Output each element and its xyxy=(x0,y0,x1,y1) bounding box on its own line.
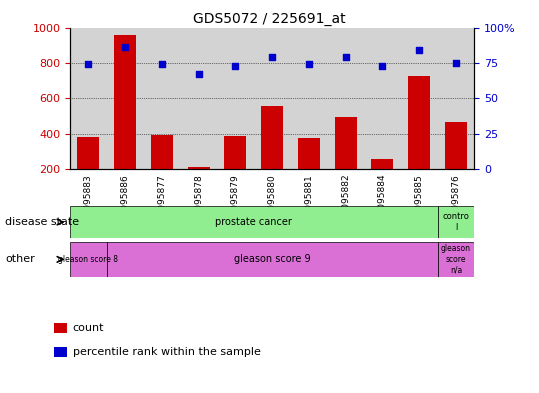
Bar xyxy=(408,76,430,204)
Point xyxy=(378,62,387,69)
Text: other: other xyxy=(5,254,35,264)
Bar xyxy=(54,323,67,333)
Text: disease state: disease state xyxy=(5,217,80,227)
Text: gleason score 8: gleason score 8 xyxy=(58,255,119,264)
Text: count: count xyxy=(73,323,104,333)
Point xyxy=(195,71,203,77)
Point xyxy=(415,47,424,53)
Bar xyxy=(371,159,393,204)
Bar xyxy=(114,35,136,204)
Point xyxy=(231,62,240,69)
Text: gleason
score
n/a: gleason score n/a xyxy=(441,244,471,274)
Point xyxy=(305,61,313,68)
Point xyxy=(268,54,277,61)
Bar xyxy=(438,242,474,277)
Text: gleason score 9: gleason score 9 xyxy=(234,254,310,264)
Text: prostate cancer: prostate cancer xyxy=(216,217,292,227)
Bar xyxy=(445,121,467,204)
Point xyxy=(157,61,166,68)
Bar xyxy=(335,117,357,204)
Bar xyxy=(54,347,67,357)
Point xyxy=(341,54,350,61)
Bar xyxy=(224,136,246,204)
Bar xyxy=(107,242,438,277)
Point xyxy=(84,61,93,68)
Bar xyxy=(188,167,210,204)
Text: contro
l: contro l xyxy=(443,212,469,232)
Bar xyxy=(298,138,320,204)
Text: GDS5072 / 225691_at: GDS5072 / 225691_at xyxy=(193,12,346,26)
Bar xyxy=(151,134,173,204)
Bar xyxy=(70,242,107,277)
Point xyxy=(121,44,129,50)
Bar xyxy=(78,137,100,204)
Text: percentile rank within the sample: percentile rank within the sample xyxy=(73,347,261,357)
Bar xyxy=(438,206,474,238)
Bar xyxy=(261,106,283,204)
Point xyxy=(452,60,460,66)
